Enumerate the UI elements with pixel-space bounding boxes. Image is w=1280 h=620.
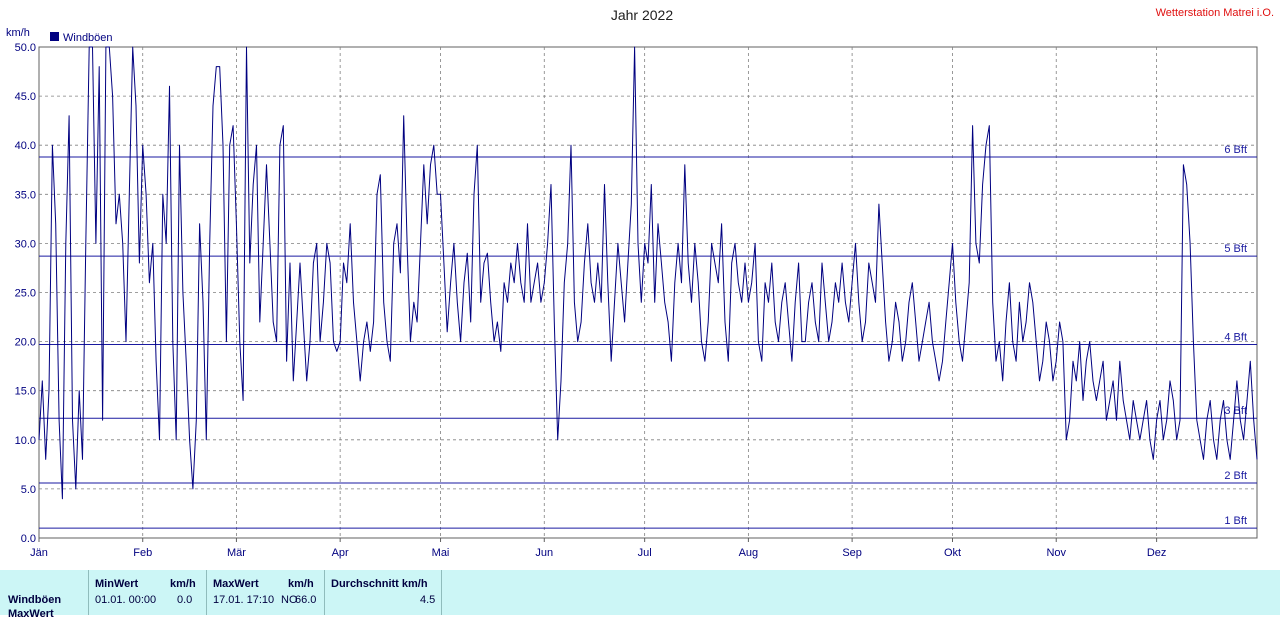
y-tick-label: 40.0 — [15, 140, 36, 152]
x-tick-label: Jun — [535, 547, 553, 559]
stats-avg-header: Durchschnitt km/h — [331, 578, 428, 590]
y-tick-label: 30.0 — [15, 238, 36, 250]
beaufort-label: 2 Bft — [1224, 470, 1247, 482]
stats-max-dir: NO — [281, 594, 298, 606]
beaufort-label: 5 Bft — [1224, 243, 1247, 255]
beaufort-lines: 1 Bft 2 Bft 3 Bft 4 Bft 5 Bft 6 Bft — [39, 144, 1257, 529]
y-tick-label: 0.0 — [21, 533, 36, 545]
x-tick-label: Aug — [739, 547, 759, 559]
stats-avg-cell: Durchschnitt km/h 4.5 — [324, 570, 442, 615]
stats-max-unit: km/h — [288, 578, 314, 590]
y-tick-label: 45.0 — [15, 91, 36, 103]
x-ticks: Jän Feb Mär Apr Mai Jun Jul Aug Sep Okt Nov Dez — [30, 538, 1166, 559]
beaufort-label: 3 Bft — [1224, 405, 1247, 417]
x-tick-label: Dez — [1147, 547, 1167, 559]
wind-chart: Jahr 2022 Wetterstation Matrei i.O. km/h… — [6, 7, 1274, 559]
legend-swatch — [50, 32, 59, 41]
stats-max-cell: MaxWert km/h 17.01. 17:10 NO 66.0 — [206, 570, 323, 615]
stats-max-when: 17.01. 17:10 — [213, 594, 275, 606]
y-tick-label: 5.0 — [21, 484, 36, 496]
station-name: Wetterstation Matrei i.O. — [1156, 7, 1274, 19]
chart-title: Jahr 2022 — [611, 7, 673, 23]
y-tick-label: 15.0 — [15, 386, 36, 398]
x-tick-label: Nov — [1046, 547, 1066, 559]
x-tick-label: Okt — [944, 547, 961, 559]
y-ticks: 0.0 5.0 10.0 15.0 20.0 25.0 30.0 35.0 40.0 45.0 50… — [15, 42, 36, 545]
beaufort-label: 6 Bft — [1224, 144, 1247, 156]
y-axis-unit: km/h — [6, 27, 30, 39]
stats-panel: Windböen MaxWert MinWert km/h 01.01. 00:… — [0, 570, 1280, 620]
series-group — [38, 46, 1258, 500]
beaufort-label: 1 Bft — [1224, 515, 1247, 527]
beaufort-label: 4 Bft — [1224, 332, 1247, 344]
stats-min-header: MinWert — [95, 578, 139, 590]
stats-min-unit: km/h — [170, 578, 196, 590]
x-tick-label: Apr — [332, 547, 349, 559]
y-tick-label: 35.0 — [15, 189, 36, 201]
y-tick-label: 25.0 — [15, 288, 36, 300]
y-tick-label: 20.0 — [15, 337, 36, 349]
x-tick-label: Mai — [432, 547, 450, 559]
series-line-windboeen — [38, 46, 1258, 500]
stats-max-value: 66.0 — [295, 594, 317, 606]
stats-min-when: 01.01. 00:00 — [95, 594, 157, 606]
stats-max-header: MaxWert — [213, 578, 259, 590]
y-tick-label: 10.0 — [15, 435, 36, 447]
stats-row-label: Windböen — [8, 594, 62, 606]
x-tick-label: Jul — [638, 547, 652, 559]
stats-row-label-2: MaxWert — [8, 608, 54, 620]
x-tick-label: Sep — [842, 547, 862, 559]
stats-min-value: 0.0 — [177, 594, 193, 606]
grid — [39, 47, 1257, 538]
stats-avg-value: 4.5 — [420, 594, 436, 606]
legend-label: Windböen — [63, 32, 113, 44]
x-tick-label: Jän — [30, 547, 48, 559]
x-tick-label: Feb — [133, 547, 152, 559]
x-tick-label: Mär — [227, 547, 246, 559]
y-tick-label: 50.0 — [15, 42, 36, 54]
stats-min-cell: MinWert km/h 01.01. 00:00 0.0 — [88, 570, 205, 615]
